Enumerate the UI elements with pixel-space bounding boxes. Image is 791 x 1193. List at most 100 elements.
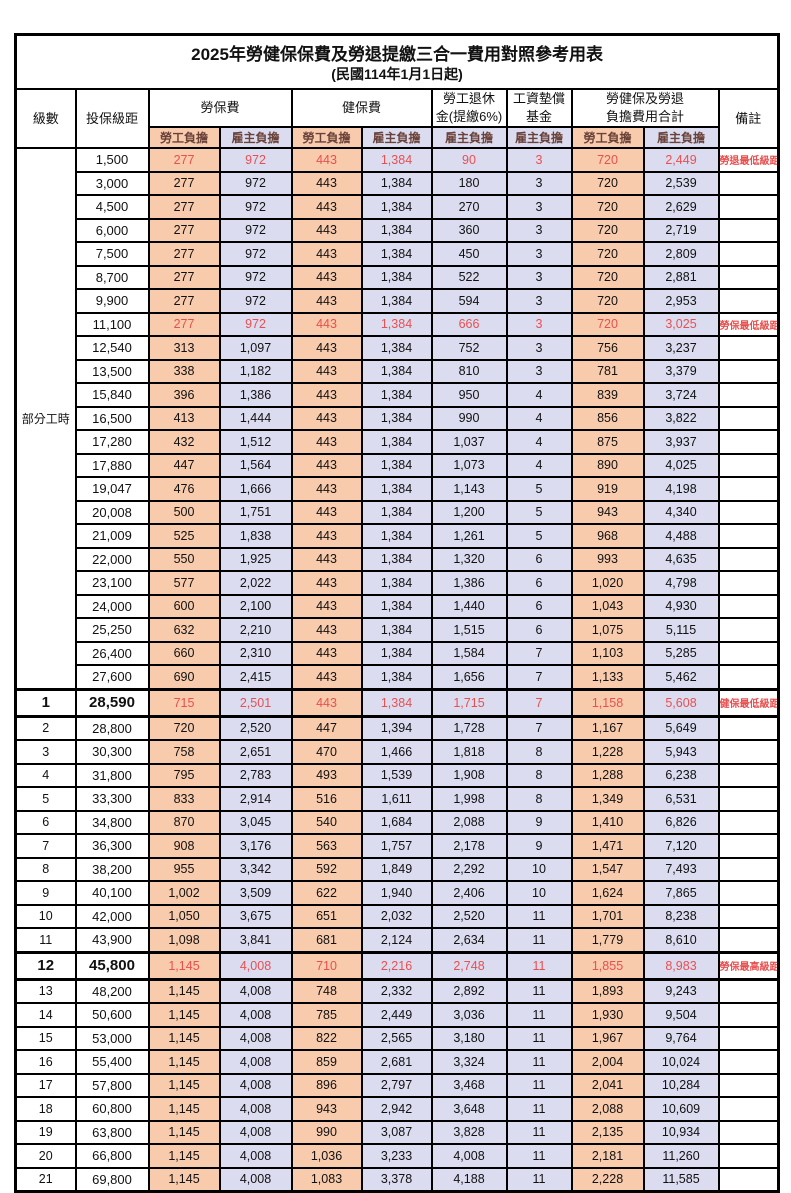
total-employer-cell: 2,881 (642, 264, 720, 290)
salary-bracket-cell: 28,800 (74, 715, 150, 741)
remark-cell (717, 1119, 780, 1145)
labor-employer-cell: 4,008 (218, 1166, 293, 1193)
pension-employer-cell: 990 (430, 405, 508, 431)
wage-fund-employer-cell: 10 (505, 880, 573, 906)
wage-fund-employer-cell: 3 (505, 241, 573, 267)
labor-employee-cell: 432 (147, 429, 221, 455)
labor-employer-cell: 3,045 (218, 809, 293, 835)
salary-bracket-cell: 50,600 (74, 1002, 150, 1028)
labor-employee-cell: 1,002 (147, 880, 221, 906)
wage-fund-employer-cell: 11 (505, 1049, 573, 1075)
table-row: 11,100 277 972 443 1,384 666 3 720 3,025 勞保最低級距 (16, 311, 780, 337)
wage-fund-employer-cell: 10 (505, 856, 573, 882)
total-employer-cell: 10,284 (642, 1072, 720, 1098)
salary-bracket-cell: 43,900 (74, 927, 150, 953)
level-cell: 12 (14, 950, 77, 981)
remark-cell (717, 880, 780, 906)
labor-employer-cell: 2,520 (218, 715, 293, 741)
health-employer-cell: 1,384 (360, 546, 433, 572)
salary-bracket-cell: 45,800 (74, 950, 150, 981)
total-employer-cell: 6,531 (642, 786, 720, 812)
health-employer-cell: 1,384 (360, 382, 433, 408)
header-group-row: 級數 投保級距 勞保費 健保費 勞工退休 金(提繳6%) 工資墊償 基金 勞健保… (14, 88, 780, 149)
subheader-wage-fund-employer: 雇主負擔 (505, 126, 573, 149)
remark-cell (717, 570, 780, 596)
subheader-pension-employer: 雇主負擔 (430, 126, 508, 149)
wage-fund-employer-cell: 6 (505, 617, 573, 643)
wage-fund-employer-cell: 11 (505, 903, 573, 929)
table-row: 17 57,800 1,145 4,008 896 2,797 3,468 11 2,041 10… (14, 1072, 780, 1098)
total-employer-cell: 7,865 (642, 880, 720, 906)
labor-employee-cell: 277 (147, 241, 221, 267)
total-employee-cell: 1,167 (570, 715, 645, 741)
labor-employer-cell: 1,386 (218, 382, 293, 408)
labor-employee-cell: 525 (147, 523, 221, 549)
pension-employer-cell: 4,008 (430, 1143, 508, 1169)
labor-employer-cell: 972 (218, 147, 293, 173)
total-employee-cell: 2,041 (570, 1072, 645, 1098)
total-employer-cell: 9,243 (642, 978, 720, 1004)
total-employer-cell: 4,025 (642, 452, 720, 478)
salary-bracket-cell: 13,500 (74, 358, 150, 384)
health-employer-cell: 2,681 (360, 1049, 433, 1075)
total-employer-cell: 2,449 (642, 147, 720, 173)
wage-fund-employer-cell: 3 (505, 194, 573, 220)
total-employee-cell: 1,228 (570, 739, 645, 765)
table-row: 22,000 550 1,925 443 1,384 1,320 6 993 4,635 (16, 546, 780, 572)
pension-employer-cell: 1,073 (430, 452, 508, 478)
health-employer-cell: 1,384 (360, 405, 433, 431)
total-employer-cell: 3,822 (642, 405, 720, 431)
total-employer-cell: 5,608 (642, 687, 720, 718)
level-cell: 18 (14, 1096, 77, 1122)
total-employee-cell: 756 (570, 335, 645, 361)
labor-employee-cell: 338 (147, 358, 221, 384)
salary-bracket-cell: 1,500 (74, 147, 150, 173)
pension-employer-cell: 4,188 (430, 1166, 508, 1193)
table-row: 10 42,000 1,050 3,675 651 2,032 2,520 11 1,701 8,… (14, 903, 780, 929)
table-row: 3,000 277 972 443 1,384 180 3 720 2,539 (16, 170, 780, 196)
total-employee-cell: 839 (570, 382, 645, 408)
health-employee-cell: 592 (290, 856, 363, 882)
labor-employer-cell: 4,008 (218, 1143, 293, 1169)
header-total: 勞健保及勞退 負擔費用合計 (570, 88, 720, 128)
table-row: 1 28,590 715 2,501 443 1,384 1,715 7 1,158 5,608 健… (14, 687, 780, 718)
labor-employee-cell: 690 (147, 664, 221, 690)
pension-employer-cell: 2,406 (430, 880, 508, 906)
level-cell: 9 (14, 880, 77, 906)
salary-bracket-cell: 38,200 (74, 856, 150, 882)
total-employer-cell: 5,462 (642, 664, 720, 690)
subheader-health-employee: 勞工負擔 (290, 126, 363, 149)
total-employer-cell: 4,635 (642, 546, 720, 572)
health-employee-cell: 443 (290, 476, 363, 502)
remark-cell (717, 927, 780, 953)
labor-employee-cell: 632 (147, 617, 221, 643)
labor-employer-cell: 1,838 (218, 523, 293, 549)
remark-cell (717, 335, 780, 361)
labor-employee-cell: 1,145 (147, 1049, 221, 1075)
health-employee-cell: 1,036 (290, 1143, 363, 1169)
total-employer-cell: 2,629 (642, 194, 720, 220)
labor-employee-cell: 1,145 (147, 950, 221, 981)
table-row: 26,400 660 2,310 443 1,384 1,584 7 1,103 5,285 (16, 640, 780, 666)
total-employee-cell: 720 (570, 147, 645, 173)
wage-fund-employer-cell: 3 (505, 358, 573, 384)
health-employee-cell: 470 (290, 739, 363, 765)
health-employer-cell: 1,384 (360, 311, 433, 337)
table-row: 21,009 525 1,838 443 1,384 1,261 5 968 4,488 (16, 523, 780, 549)
total-employee-cell: 1,103 (570, 640, 645, 666)
wage-fund-employer-cell: 5 (505, 476, 573, 502)
health-employee-cell: 443 (290, 546, 363, 572)
total-employer-cell: 3,724 (642, 382, 720, 408)
header-pension: 勞工退休 金(提繳6%) (430, 88, 508, 128)
health-employee-cell: 443 (290, 593, 363, 619)
total-employee-cell: 1,288 (570, 762, 645, 788)
salary-bracket-cell: 17,280 (74, 429, 150, 455)
labor-employer-cell: 4,008 (218, 978, 293, 1004)
health-employee-cell: 443 (290, 664, 363, 690)
health-employee-cell: 443 (290, 570, 363, 596)
table-row: 23,100 577 2,022 443 1,384 1,386 6 1,020 4,798 (16, 570, 780, 596)
wage-fund-employer-cell: 11 (505, 1096, 573, 1122)
health-employer-cell: 2,332 (360, 978, 433, 1004)
labor-employer-cell: 4,008 (218, 950, 293, 981)
labor-employee-cell: 500 (147, 499, 221, 525)
